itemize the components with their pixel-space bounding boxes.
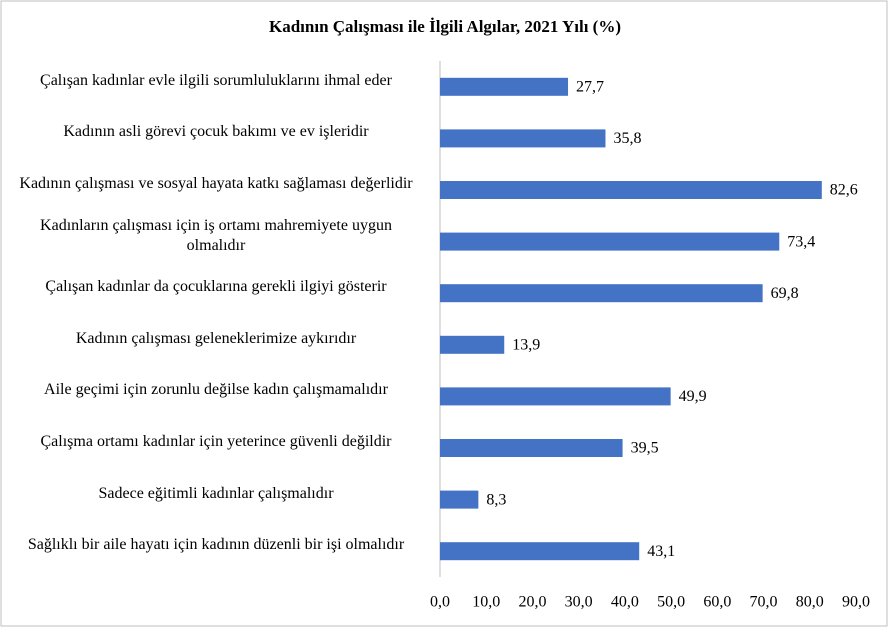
bar	[440, 439, 623, 457]
x-tick-label: 30,0	[565, 594, 593, 611]
y-tick-label: Kadının çalışması geleneklerimize aykırı…	[75, 329, 357, 347]
y-tick-label: Çalışma ortamı kadınlar için yeterince g…	[40, 432, 392, 450]
data-label: 49,9	[679, 388, 707, 405]
y-tick-label: Kadının çalışması ve sosyal hayata katkı…	[19, 174, 413, 192]
y-tick-label: Kadının asli görevi çocuk bakımı ve ev i…	[63, 123, 369, 141]
bar	[440, 387, 671, 406]
x-tick-label: 60,0	[703, 594, 731, 611]
x-tick-label: 20,0	[518, 594, 546, 611]
bar	[440, 284, 763, 303]
bar	[440, 542, 640, 561]
data-label: 13,9	[512, 336, 540, 353]
x-tick-label: 50,0	[657, 594, 685, 611]
x-tick-label: 70,0	[750, 594, 778, 611]
bar	[440, 129, 606, 148]
data-label: 35,8	[613, 130, 641, 147]
bar	[440, 77, 569, 96]
data-label: 73,4	[787, 233, 815, 250]
bar	[440, 335, 505, 354]
data-label: 69,8	[771, 285, 799, 302]
y-tick-label: Aile geçimi için zorunlu değilse kadın ç…	[44, 381, 388, 399]
x-tick-label: 0,0	[430, 594, 450, 611]
data-label: 8,3	[486, 491, 506, 508]
y-tick-label: Sadece eğitimli kadınlar çalışmalıdır	[98, 484, 334, 502]
x-tick-label: 90,0	[842, 594, 870, 611]
data-label: 82,6	[830, 182, 858, 199]
y-tick-label: Kadınların çalışması için iş ortamı mahr…	[40, 216, 392, 254]
bar	[440, 181, 822, 199]
data-label: 27,7	[576, 78, 604, 95]
data-label: 39,5	[631, 440, 659, 457]
chart-title: Kadının Çalışması ile İlgili Algılar, 20…	[269, 17, 621, 36]
y-tick-label: Çalışan kadınlar evle ilgili sorumlulukl…	[40, 71, 392, 89]
bar	[440, 232, 780, 251]
y-tick-label: Sağlıklı bir aile hayatı için kadının dü…	[27, 536, 405, 554]
y-tick-label: Çalışan kadınlar da çocuklarına gerekli …	[45, 278, 387, 296]
x-tick-label: 40,0	[611, 594, 639, 611]
x-tick-label: 10,0	[472, 594, 500, 611]
bar	[440, 490, 479, 509]
data-label: 43,1	[647, 543, 675, 560]
x-tick-label: 80,0	[796, 594, 824, 611]
